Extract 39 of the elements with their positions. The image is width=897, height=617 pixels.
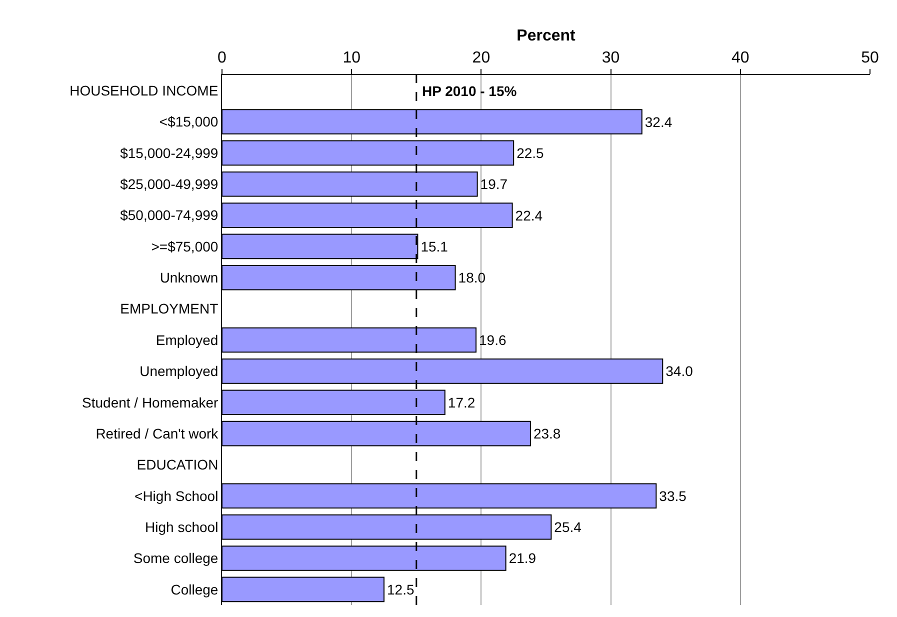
data-label: 22.4 bbox=[515, 207, 543, 224]
y-tick-label: High school bbox=[145, 518, 218, 535]
x-tick-label: 20 bbox=[472, 50, 490, 67]
data-label: 12.5 bbox=[387, 581, 414, 598]
y-tick-label: Some college bbox=[133, 550, 218, 566]
y-tick-label: $25,000-49,999 bbox=[120, 176, 218, 192]
y-tick-label: EMPLOYMENT bbox=[120, 300, 219, 317]
x-tick-label: 40 bbox=[732, 50, 750, 67]
y-tick-label: <$15,000 bbox=[159, 114, 218, 130]
y-tick-label: EDUCATION bbox=[136, 456, 218, 473]
ref-line-label: HP 2010 - 15% bbox=[422, 83, 518, 99]
data-label: 15.1 bbox=[420, 238, 448, 254]
y-tick-label: Student / Homemaker bbox=[82, 394, 219, 410]
y-tick-label: Retired / Can't work bbox=[96, 425, 220, 442]
data-label: 32.4 bbox=[644, 114, 672, 130]
data-label: 21.9 bbox=[508, 550, 536, 566]
data-label: 34.0 bbox=[666, 363, 694, 380]
data-label: 17.2 bbox=[448, 394, 476, 410]
data-label: 18.0 bbox=[458, 270, 486, 286]
x-tick-label: 30 bbox=[602, 50, 620, 67]
x-tick-label: 10 bbox=[342, 50, 361, 67]
data-label: 23.8 bbox=[533, 426, 561, 442]
y-tick-label: Unemployed bbox=[140, 363, 218, 380]
data-label: 19.7 bbox=[480, 176, 508, 192]
x-tick-label: 0 bbox=[218, 50, 227, 67]
y-tick-label: $50,000-74,999 bbox=[120, 207, 218, 224]
data-label: 22.5 bbox=[516, 144, 544, 161]
y-tick-label: <High School bbox=[134, 488, 218, 504]
data-label: 19.6 bbox=[479, 332, 506, 348]
data-label: 25.4 bbox=[554, 519, 582, 536]
x-axis-title: Percent bbox=[516, 28, 576, 44]
y-tick-label: $15,000-24,999 bbox=[120, 144, 218, 161]
x-tick-label: 50 bbox=[861, 50, 879, 67]
y-tick-label: Employed bbox=[156, 332, 218, 348]
y-tick-label: HOUSEHOLD INCOME bbox=[70, 82, 218, 98]
data-label: 33.5 bbox=[659, 488, 687, 504]
y-tick-label: Unknown bbox=[160, 270, 218, 286]
y-tick-label: >=$75,000 bbox=[151, 238, 218, 254]
y-tick-label: College bbox=[170, 581, 218, 598]
